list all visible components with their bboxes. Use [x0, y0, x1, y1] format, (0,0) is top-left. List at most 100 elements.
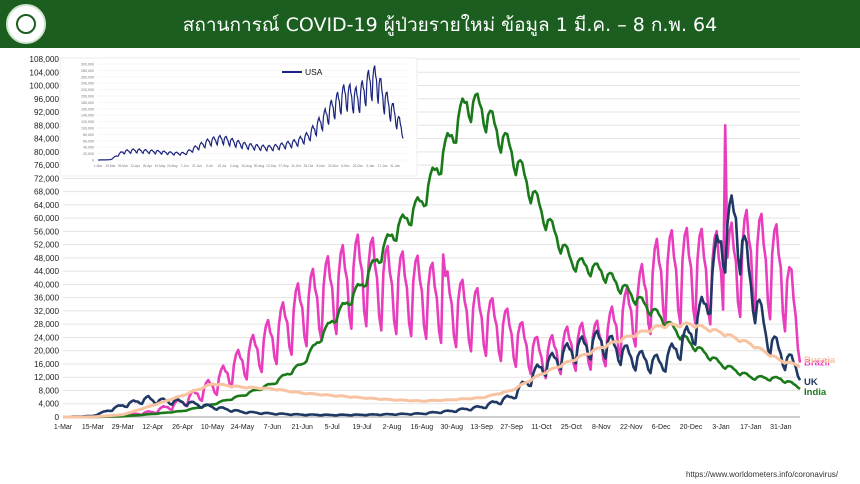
inset-x-tick-label: 22-Nov	[328, 164, 339, 168]
inset-x-tick-label: 16-Aug	[241, 164, 252, 168]
inset-y-tick-label: 300,000	[81, 63, 94, 67]
inset-x-tick-label: 8-Nov	[317, 164, 326, 168]
inset-y-tick-label: 20,000	[83, 152, 94, 156]
x-tick-label: 6-Dec	[652, 424, 671, 431]
x-tick-label: 1-Mar	[54, 424, 73, 431]
y-tick-label: 32,000	[34, 307, 59, 316]
x-tick-label: 16-Aug	[411, 424, 434, 431]
inset-y-tick-label: 100,000	[81, 127, 94, 131]
inset-y-tick-label: 140,000	[81, 114, 94, 118]
y-tick-label: 4,000	[39, 400, 60, 409]
x-tick-label: 12-Apr	[142, 424, 164, 431]
y-tick-label: 100,000	[29, 82, 59, 91]
source-link[interactable]: https://www.worldometers.info/coronaviru…	[685, 470, 838, 479]
inset-y-tick-label: 60,000	[83, 139, 94, 143]
x-tick-label: 24-May	[231, 424, 255, 431]
inset-y-tick-label: 180,000	[81, 101, 94, 105]
x-tick-label: 31-Jan	[770, 424, 792, 431]
inset-y-tick-label: 40,000	[83, 146, 94, 150]
y-tick-label: 40,000	[34, 280, 59, 289]
y-tick-label: 72,000	[34, 174, 59, 183]
inset-y-tick-label: 200,000	[81, 95, 94, 99]
inset-x-tick-label: 21-Jun	[192, 164, 202, 168]
y-tick-label: 92,000	[34, 108, 59, 117]
y-tick-label: 60,000	[34, 214, 59, 223]
x-tick-label: 11-Oct	[531, 424, 552, 431]
header-bar: สถานการณ์ COVID-19 ผู้ป่วยรายใหม่ ข้อมูล…	[0, 0, 860, 48]
x-tick-label: 2-Aug	[383, 424, 402, 431]
x-tick-label: 19-Jul	[353, 424, 373, 431]
inset-x-tick-label: 30-Aug	[254, 164, 265, 168]
x-tick-label: 5-Jul	[325, 424, 341, 431]
x-tick-label: 20-Dec	[680, 424, 703, 431]
inset-x-tick-label: 2-Aug	[230, 164, 239, 168]
y-tick-label: 56,000	[34, 227, 59, 236]
inset-y-tick-label: 220,000	[81, 88, 94, 92]
inset-x-tick-label: 29-Mar	[118, 164, 129, 168]
y-tick-label: 44,000	[34, 267, 59, 276]
inset-y-tick-label: 80,000	[83, 133, 94, 137]
inset-x-tick-label: 12-Apr	[130, 164, 141, 168]
x-tick-label: 30-Aug	[441, 424, 464, 431]
y-tick-label: 24,000	[34, 333, 59, 342]
y-tick-label: 84,000	[34, 135, 59, 144]
inset-x-tick-label: 3-Jan	[366, 164, 374, 168]
inset-x-tick-label: 25-Oct	[304, 164, 314, 168]
inset-panel	[59, 57, 418, 177]
y-tick-label: 48,000	[34, 254, 59, 263]
inset-x-tick-label: 7-Jun	[181, 164, 189, 168]
inset-y-tick-label: 0	[92, 159, 94, 163]
y-tick-label: 96,000	[34, 95, 59, 104]
x-tick-label: 13-Sep	[470, 424, 493, 431]
x-tick-label: 29-Mar	[112, 424, 135, 431]
inset-x-tick-label: 1-Mar	[94, 164, 103, 168]
inset-y-tick-label: 120,000	[81, 120, 94, 124]
y-tick-label: 36,000	[34, 294, 59, 303]
series-label-brazil: Brazil	[804, 358, 830, 369]
inset-x-tick-label: 5-Jul	[206, 164, 213, 168]
inset-x-tick-label: 17-Jan	[378, 164, 388, 168]
inset-x-tick-label: 27-Sep	[279, 164, 290, 168]
y-tick-label: 20,000	[34, 347, 59, 356]
inset-x-tick-label: 20-Dec	[353, 164, 364, 168]
y-tick-label: 28,000	[34, 320, 59, 329]
inset-series-line-usa	[98, 65, 404, 161]
inset-x-tick-label: 11-Oct	[291, 164, 300, 168]
x-tick-label: 22-Nov	[620, 424, 643, 431]
inset-x-tick-label: 26-Apr	[143, 164, 154, 168]
series-label-russia: Russia	[804, 355, 836, 366]
y-tick-label: 8,000	[39, 386, 60, 395]
y-tick-label: 52,000	[34, 241, 59, 250]
inset-x-tick-label: 10-May	[155, 164, 166, 168]
x-tick-label: 21-Jun	[292, 424, 314, 431]
series-line-russia	[63, 321, 801, 419]
inset-legend-label: USA	[305, 67, 323, 77]
inset-y-tick-label: 280,000	[81, 69, 94, 73]
inset-x-tick-label: 31-Jan	[390, 164, 400, 168]
y-tick-label: 68,000	[34, 188, 59, 197]
x-tick-label: 8-Nov	[592, 424, 611, 431]
x-tick-label: 10-May	[201, 424, 225, 431]
series-line-uk	[62, 194, 802, 419]
inset-x-tick-label: 6-Dec	[341, 164, 350, 168]
covid-chart: 0 4,000 8,000 12,000 16,000 20,000 24,000 28,00…	[29, 55, 836, 431]
inset-x-tick-label: 13-Sep	[266, 164, 277, 168]
inset-y-tick-label: 240,000	[81, 82, 94, 86]
x-tick-label: 3-Jan	[712, 424, 730, 431]
y-tick-label: 12,000	[34, 373, 59, 382]
inset-x-tick-label: 19-Jul	[217, 164, 226, 168]
series-label-uk: UK	[804, 377, 818, 388]
y-tick-label: 104,000	[29, 68, 59, 77]
inset-x-tick-label: 15-Mar	[105, 164, 116, 168]
inset-x-tick-label: 24-May	[167, 164, 178, 168]
y-tick-label: 80,000	[34, 148, 59, 157]
y-tick-label: 16,000	[34, 360, 59, 369]
inset-y-tick-label: 260,000	[81, 75, 94, 79]
x-tick-label: 15-Mar	[82, 424, 105, 431]
y-tick-label: 64,000	[34, 201, 59, 210]
inset-y-tick-label: 160,000	[81, 107, 94, 111]
ministry-seal-icon	[6, 4, 46, 44]
y-tick-label: 88,000	[34, 121, 59, 130]
page-title: สถานการณ์ COVID-19 ผู้ป่วยรายใหม่ ข้อมูล…	[182, 14, 718, 36]
x-tick-label: 7-Jun	[264, 424, 282, 431]
